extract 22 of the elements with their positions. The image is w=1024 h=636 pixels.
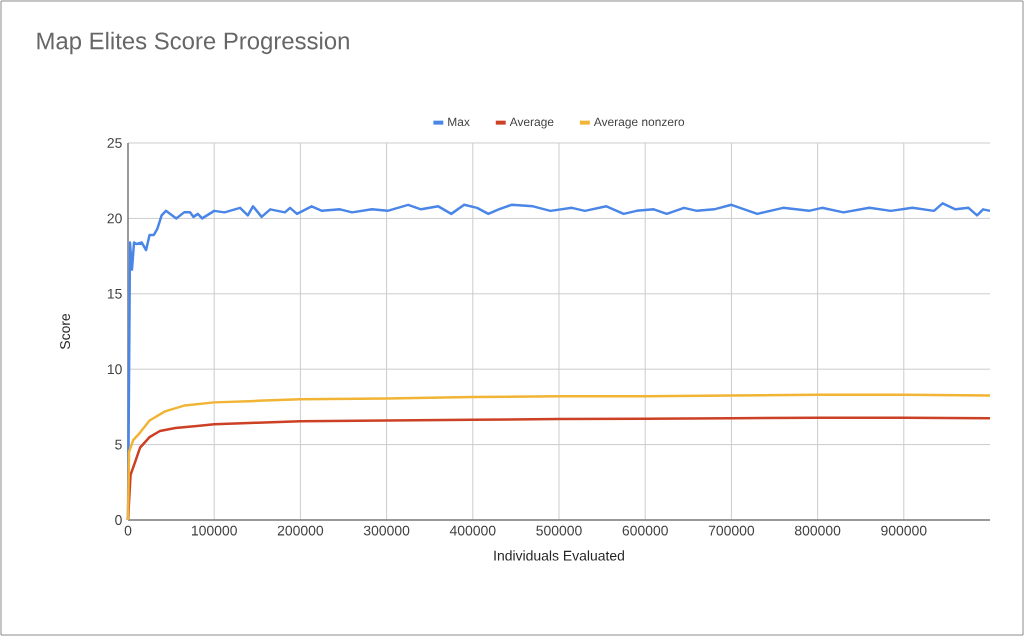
y-axis-title: Score <box>60 313 70 350</box>
x-tick-label: 500000 <box>536 525 582 536</box>
chart-title: Map Elites Score Progression <box>37 31 349 55</box>
x-tick-label: 800000 <box>794 525 841 536</box>
legend-label: Average <box>509 117 554 129</box>
x-tick-label: 400000 <box>449 525 496 536</box>
y-tick-label: 25 <box>107 138 122 148</box>
x-axis-title: Individuals Evaluated <box>494 550 624 561</box>
legend-label: Average nonzero <box>593 117 685 129</box>
y-tick-label: 20 <box>107 213 122 224</box>
y-tick-label: 5 <box>115 439 122 450</box>
x-tick-label: 200000 <box>277 525 324 536</box>
legend-label: Max <box>448 117 470 127</box>
x-tick-label: 300000 <box>363 525 410 536</box>
y-tick-label: 0 <box>115 515 122 525</box>
x-tick-label: 0 <box>124 525 132 536</box>
x-tick-label: 700000 <box>708 525 755 536</box>
y-tick-label: 10 <box>107 364 122 375</box>
x-tick-label: 100000 <box>191 525 237 536</box>
x-tick-label: 600000 <box>622 525 668 536</box>
x-tick-label: 900000 <box>881 525 927 536</box>
y-tick-label: 15 <box>107 288 122 299</box>
